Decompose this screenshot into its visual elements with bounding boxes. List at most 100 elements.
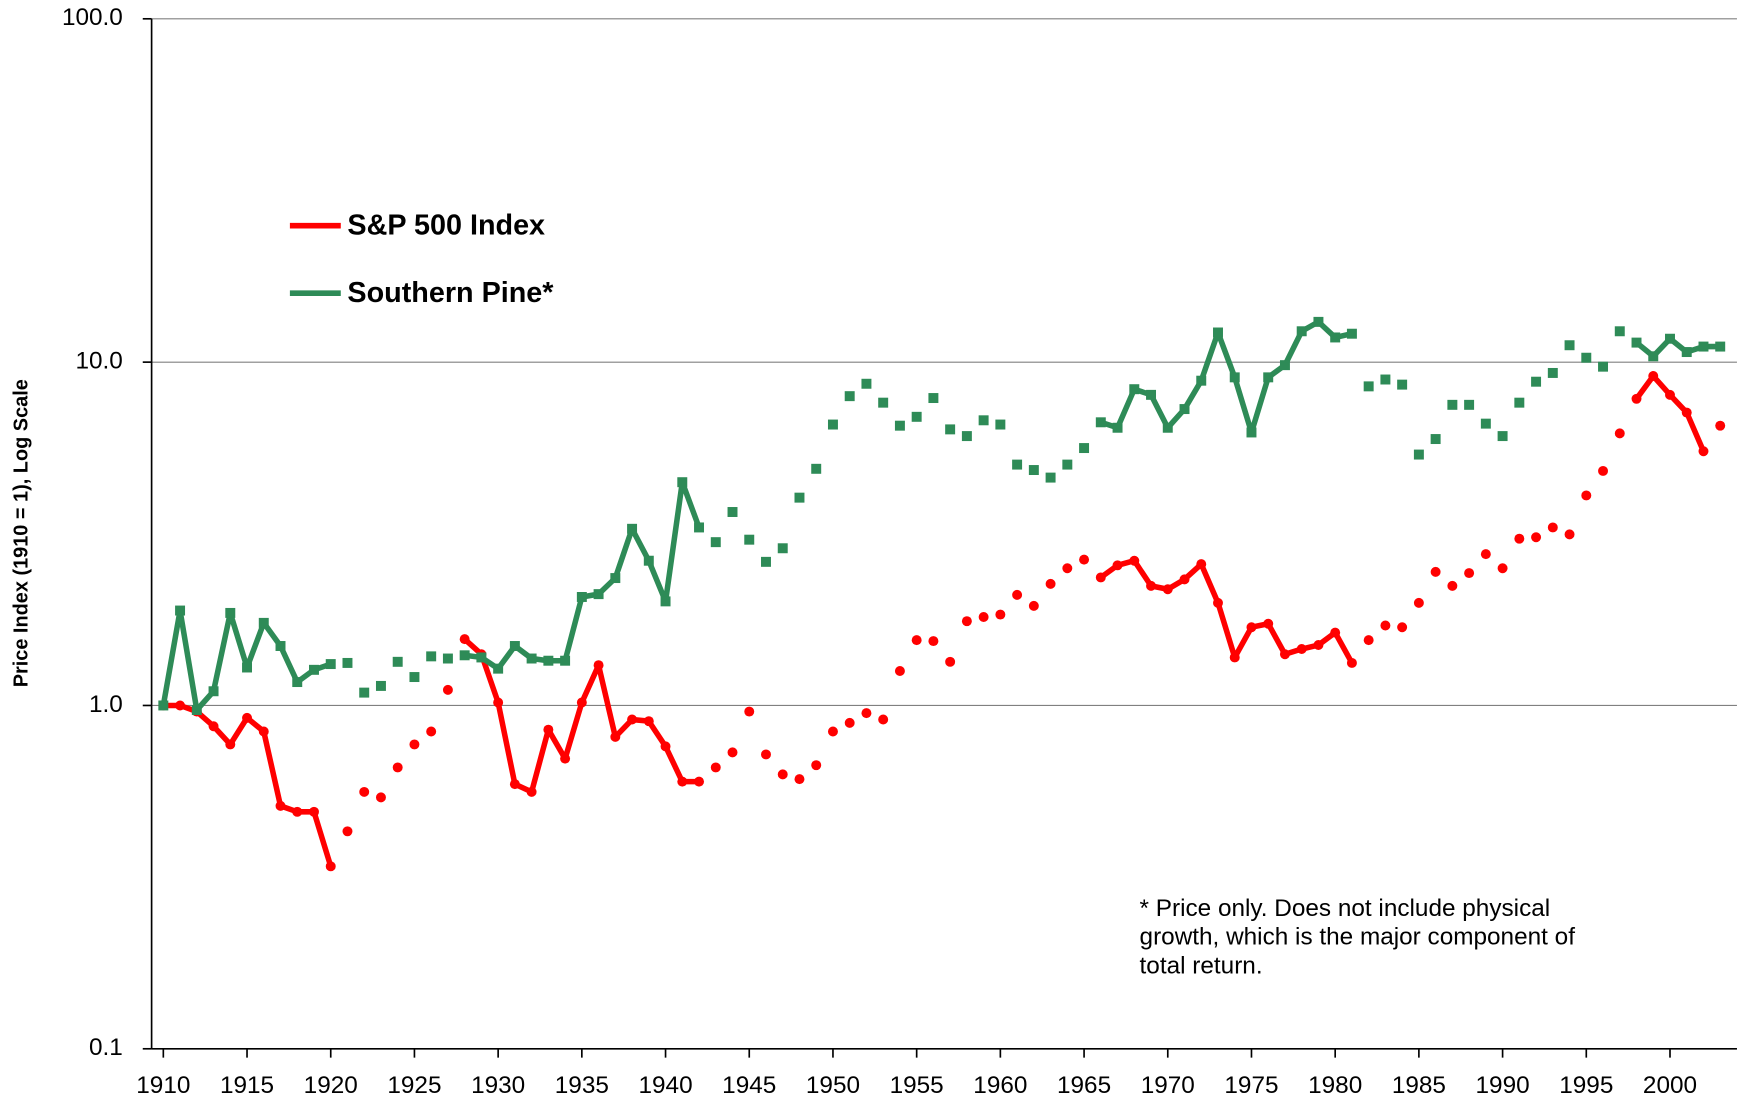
- marker: [811, 760, 822, 771]
- series-line: [464, 479, 702, 672]
- marker: [811, 463, 822, 474]
- marker: [1045, 472, 1056, 483]
- marker: [225, 607, 236, 618]
- marker: [359, 687, 370, 698]
- marker: [175, 605, 186, 616]
- x-tick-label: 1970: [1141, 1072, 1195, 1099]
- marker: [861, 708, 872, 719]
- y-tick-label: 10.0: [75, 348, 122, 375]
- marker: [928, 636, 939, 647]
- marker: [1079, 443, 1090, 454]
- marker: [861, 378, 872, 389]
- marker: [1698, 446, 1709, 457]
- note: growth, which is the major component of: [1140, 924, 1576, 951]
- marker: [426, 726, 437, 737]
- x-tick-label: 1985: [1392, 1072, 1446, 1099]
- marker: [1162, 584, 1173, 595]
- marker: [1413, 449, 1424, 460]
- marker: [660, 596, 671, 607]
- marker: [643, 716, 654, 727]
- marker: [1045, 578, 1056, 589]
- marker: [1397, 622, 1408, 633]
- marker: [627, 523, 638, 534]
- x-tick-label: 1960: [973, 1072, 1027, 1099]
- marker: [342, 826, 353, 837]
- marker: [1296, 326, 1307, 337]
- marker: [1514, 397, 1525, 408]
- marker: [1146, 580, 1157, 591]
- marker: [827, 419, 838, 430]
- marker: [945, 424, 956, 435]
- marker: [1179, 404, 1190, 415]
- marker: [1213, 597, 1223, 608]
- marker: [1263, 372, 1274, 383]
- marker: [409, 672, 420, 683]
- marker: [928, 393, 939, 404]
- marker: [844, 717, 855, 728]
- series-line: [1634, 373, 1707, 453]
- marker: [593, 589, 604, 600]
- marker: [593, 660, 604, 671]
- marker: [995, 419, 1006, 430]
- marker: [1681, 407, 1692, 418]
- marker: [1581, 490, 1592, 501]
- marker: [1631, 393, 1642, 404]
- marker: [309, 806, 319, 817]
- marker: [1112, 422, 1123, 433]
- marker: [1614, 326, 1625, 337]
- marker: [392, 762, 403, 773]
- marker: [1346, 657, 1357, 668]
- marker: [476, 652, 487, 663]
- marker: [1397, 379, 1408, 390]
- marker: [1012, 589, 1023, 600]
- x-tick-label: 1925: [387, 1072, 441, 1099]
- marker: [225, 739, 236, 750]
- marker: [894, 420, 905, 431]
- marker: [1681, 347, 1692, 358]
- marker: [627, 714, 638, 725]
- marker: [1229, 652, 1240, 663]
- marker: [1279, 649, 1290, 660]
- marker: [1380, 620, 1391, 631]
- marker: [543, 655, 554, 666]
- marker: [1296, 644, 1307, 655]
- marker: [375, 680, 386, 691]
- x-tick-label: 1955: [890, 1072, 944, 1099]
- marker: [292, 806, 303, 817]
- marker: [995, 609, 1006, 620]
- marker: [1330, 332, 1341, 343]
- y-tick-label: 0.1: [89, 1034, 123, 1061]
- marker: [509, 641, 520, 651]
- marker: [844, 391, 855, 402]
- x-tick-label: 1940: [638, 1072, 692, 1099]
- marker: [1547, 367, 1558, 378]
- marker: [275, 800, 286, 811]
- marker: [242, 712, 253, 723]
- marker: [509, 779, 520, 790]
- marker: [158, 700, 169, 711]
- marker: [325, 861, 336, 872]
- marker: [777, 543, 788, 554]
- marker: [459, 650, 470, 661]
- x-tick-label: 1915: [220, 1072, 274, 1099]
- legend-label: Southern Pine*: [347, 277, 554, 309]
- marker: [1263, 618, 1274, 629]
- marker: [1246, 622, 1257, 633]
- series-line: [1099, 557, 1355, 665]
- marker: [1497, 563, 1508, 574]
- marker: [978, 612, 989, 622]
- marker: [1648, 371, 1659, 382]
- marker: [1363, 635, 1374, 646]
- marker: [761, 749, 771, 760]
- marker: [827, 726, 838, 737]
- marker: [442, 684, 453, 695]
- marker: [1246, 427, 1257, 438]
- marker: [375, 792, 386, 803]
- marker: [1564, 340, 1575, 351]
- x-tick-label: 1930: [471, 1072, 525, 1099]
- marker: [275, 641, 286, 651]
- marker: [1413, 597, 1424, 608]
- marker: [1346, 328, 1357, 339]
- marker: [1430, 566, 1441, 577]
- marker: [1095, 417, 1106, 428]
